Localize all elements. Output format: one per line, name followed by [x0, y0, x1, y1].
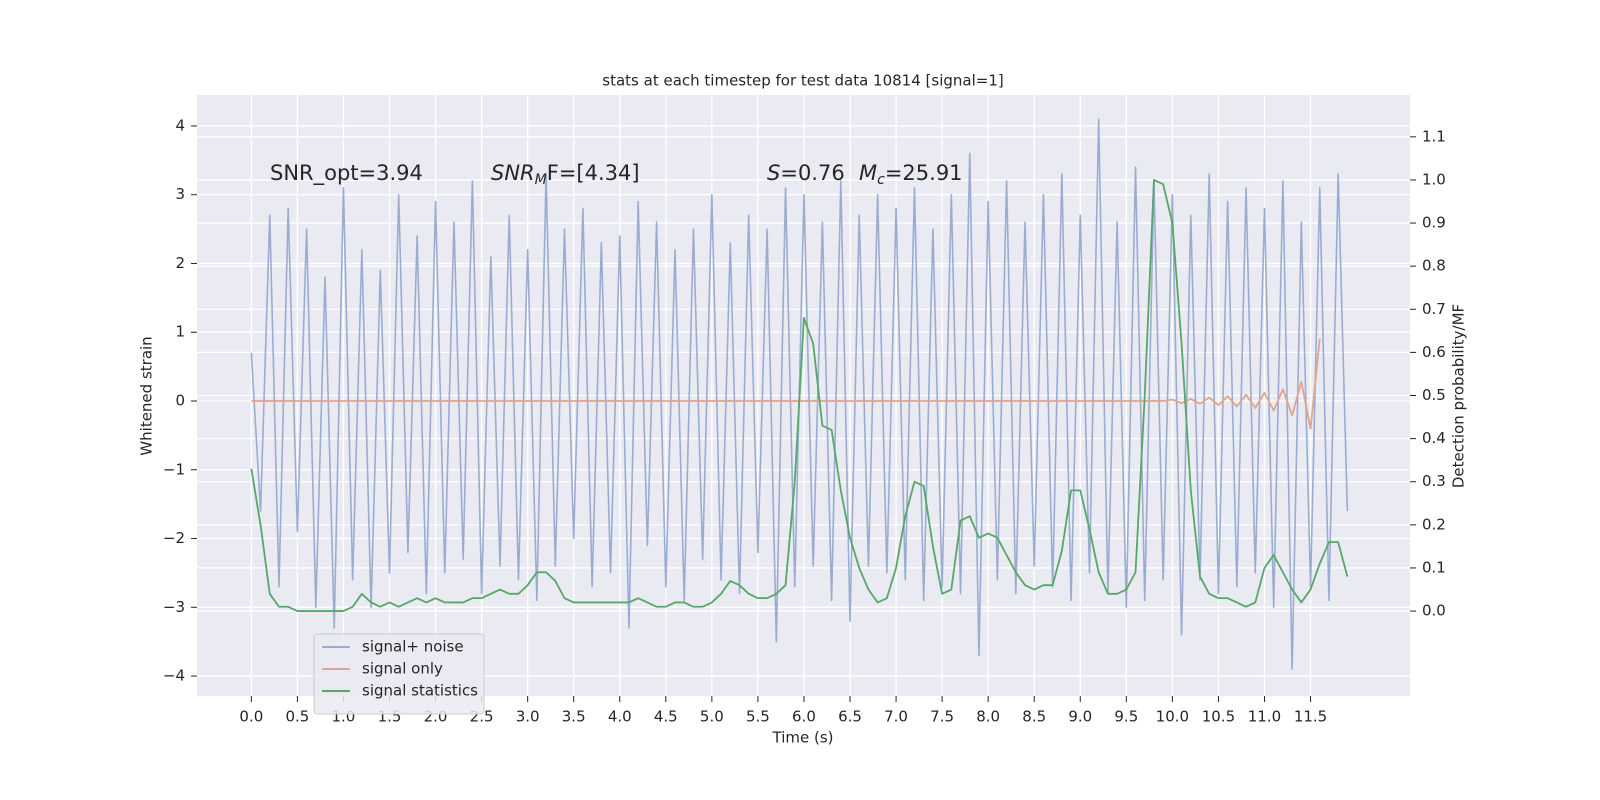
x-axis-label: Time (s) — [772, 729, 834, 747]
series-line — [251, 339, 1321, 430]
y-tick-label: −2 — [163, 529, 185, 547]
x-tick-label: 8.0 — [976, 708, 1000, 726]
y2-tick-label: 1.0 — [1422, 170, 1446, 188]
y2-tick-label: 0.9 — [1422, 214, 1446, 232]
y-tick-label: −1 — [163, 460, 185, 478]
x-tick-label: 10.5 — [1202, 708, 1235, 726]
annotation: SNRMF=[4.34] — [491, 161, 640, 188]
legend: signal+ noise signal only signal statistic… — [313, 633, 485, 715]
y2-tick-label: 1.1 — [1422, 127, 1446, 145]
annotation: Mc=25.91 — [859, 161, 963, 188]
y-tick-label: 3 — [175, 185, 185, 203]
x-tick-label: 3.5 — [562, 708, 586, 726]
x-tick-label: 11.5 — [1294, 708, 1327, 726]
annotation-text: SNR — [491, 161, 535, 185]
x-tick-label: 9.5 — [1114, 708, 1138, 726]
x-tick-label: 7.5 — [930, 708, 954, 726]
legend-label: signal only — [362, 660, 443, 678]
y2-tick-label: 0.7 — [1422, 300, 1446, 318]
y2-tick-label: 0.8 — [1422, 257, 1446, 275]
x-tick-label: 4.5 — [654, 708, 678, 726]
series-line — [250, 179, 1349, 612]
annotation-subscript: c — [877, 172, 885, 188]
x-tick-label: 9.0 — [1068, 708, 1092, 726]
chart-title: stats at each timestep for test data 108… — [602, 72, 1003, 90]
annotation-text: S — [767, 161, 780, 185]
annotation-text: F=[4.34] — [547, 161, 640, 185]
y-tick-label: 2 — [175, 254, 185, 272]
y2-tick-label: 0.4 — [1422, 429, 1446, 447]
legend-box — [313, 633, 485, 715]
legend-label: signal statistics — [362, 682, 478, 700]
x-tick-label: 8.5 — [1022, 708, 1046, 726]
y2-tick-label: 0.0 — [1422, 602, 1446, 620]
annotation: S=0.76 — [767, 161, 845, 185]
annotation-subscript: M — [535, 172, 547, 188]
annotation-text: =25.91 — [885, 161, 963, 185]
x-tick-label: 5.5 — [746, 708, 770, 726]
y2-tick-label: 0.1 — [1422, 558, 1446, 576]
y2-tick-label: 0.2 — [1422, 515, 1446, 533]
y2-tick-label: 0.5 — [1422, 386, 1446, 404]
y-axis-label: Whitened strain — [138, 336, 156, 455]
x-tick-label: 3.0 — [516, 708, 540, 726]
annotation-text: SNR_opt=3.94 — [270, 161, 423, 186]
x-tick-label: 5.0 — [700, 708, 724, 726]
y2-tick-label: 0.3 — [1422, 472, 1446, 490]
y-tick-label: 1 — [175, 323, 185, 341]
y-tick-label: 4 — [175, 116, 185, 134]
y-tick-label: −3 — [163, 598, 185, 616]
x-tick-label: 6.5 — [838, 708, 862, 726]
x-tick-label: 0.5 — [285, 708, 309, 726]
y2-tick-label: 0.6 — [1422, 343, 1446, 361]
x-tick-label: 10.0 — [1156, 708, 1189, 726]
annotation-text: M — [859, 161, 877, 185]
x-tick-label: 4.0 — [608, 708, 632, 726]
marks — [250, 118, 1349, 670]
y2-axis-label: Detection probability/MF — [1450, 304, 1468, 488]
y-tick-label: −4 — [163, 667, 185, 685]
x-tick-label: 0.0 — [239, 708, 263, 726]
legend-label: signal+ noise — [362, 638, 464, 656]
annotation: SNR_opt=3.94 — [270, 161, 423, 186]
x-tick-label: 7.0 — [884, 708, 908, 726]
x-tick-label: 6.0 — [792, 708, 816, 726]
labels: 0.0 0.5 1.0 1.5 2.0 2.5 3.0 3.5 4.0 4.5 5.0 5.5 6.0 6… — [163, 116, 1446, 725]
x-tick-label: 11.0 — [1248, 708, 1281, 726]
annotation-text: =0.76 — [780, 161, 844, 185]
y-tick-label: 0 — [175, 392, 185, 410]
